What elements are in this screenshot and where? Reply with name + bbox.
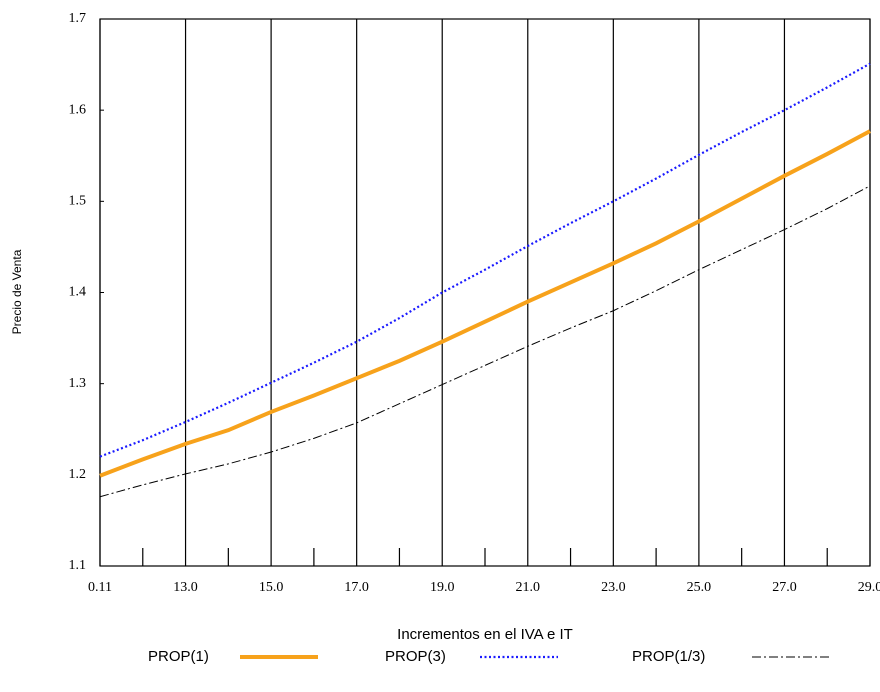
legend-label: PROP(1) [148, 648, 209, 665]
x-tick-label: 23.0 [601, 580, 626, 595]
x-tick-label: 19.0 [430, 580, 455, 595]
x-tick-label: 21.0 [516, 580, 541, 595]
x-tick-label: 17.0 [344, 580, 369, 595]
y-tick-label: 1.1 [69, 558, 87, 573]
y-tick-label: 1.4 [69, 285, 87, 300]
x-tick-label: 25.0 [687, 580, 712, 595]
x-tick-label: 29.0 [858, 580, 880, 595]
x-tick-label: 27.0 [772, 580, 797, 595]
x-tick-label: 0.11 [88, 580, 112, 595]
y-tick-label: 1.6 [69, 102, 87, 117]
plot-frame [99, 18, 871, 567]
legend-label: PROP(3) [385, 648, 446, 665]
y-tick-label: 1.5 [69, 194, 87, 209]
legend-label: PROP(1/3) [632, 648, 705, 665]
x-tick-label: 13.0 [173, 580, 198, 595]
series-line [99, 62, 871, 458]
x-axis-label: Incrementos en el IVA e IT [397, 626, 573, 643]
y-tick-label: 1.2 [69, 467, 87, 482]
series-line [99, 129, 871, 478]
y-axis-label: Precio de Venta [10, 249, 24, 334]
y-tick-label: 1.3 [69, 376, 87, 391]
series-line [99, 185, 871, 498]
x-tick-label: 15.0 [259, 580, 284, 595]
y-tick-label: 1.7 [69, 11, 87, 26]
